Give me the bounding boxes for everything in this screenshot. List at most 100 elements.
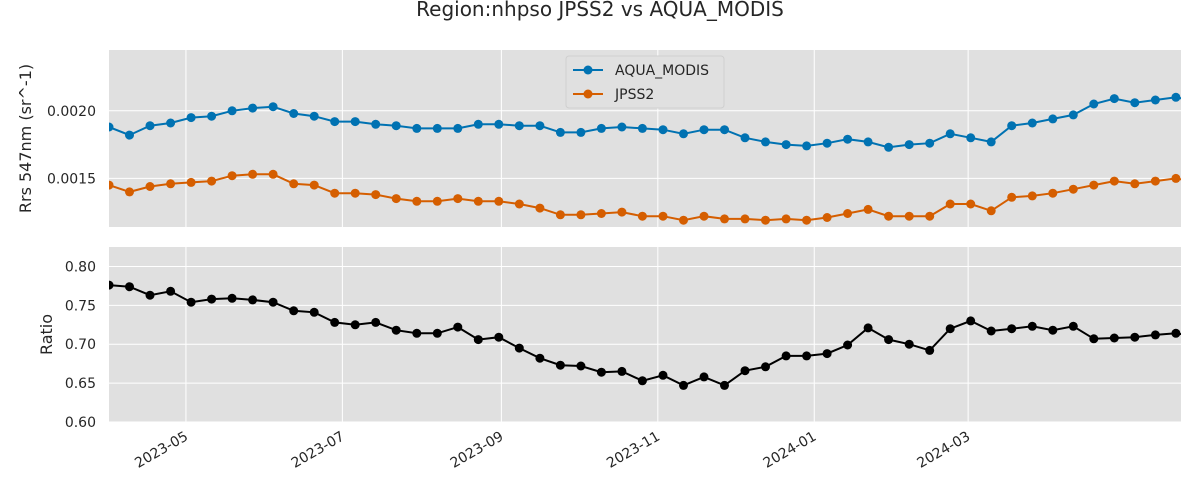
ratio-point (637, 376, 647, 386)
aqua-modis-point (514, 121, 524, 131)
jpss2-point (453, 194, 463, 204)
ratio-point (576, 361, 586, 371)
jpss2-point (289, 179, 299, 189)
ratio-point (863, 323, 873, 333)
aqua-modis-point (966, 133, 976, 143)
aqua-modis-point (109, 122, 114, 132)
legend-marker-jpss2 (583, 89, 593, 99)
ratio-point (1027, 321, 1037, 331)
aqua-modis-point (1007, 121, 1017, 131)
aqua-modis-point (350, 117, 360, 127)
aqua-modis-point (679, 129, 688, 139)
ratio-point (699, 372, 709, 382)
jpss2-point (822, 213, 832, 222)
aqua-modis-point (822, 138, 832, 148)
ratio-point (555, 360, 565, 370)
aqua-modis-point (1130, 98, 1140, 108)
ratio-point (494, 332, 504, 342)
jpss2-point (1027, 191, 1037, 201)
ratio-point (802, 351, 812, 361)
aqua-modis-point (432, 123, 442, 133)
ratio-point (207, 294, 217, 304)
top-y-axis-label: Rrs 547nm (sr^-1) (16, 64, 35, 213)
jpss2-point (1089, 180, 1099, 190)
jpss2-point (1150, 176, 1160, 186)
jpss2-point (268, 169, 278, 179)
aqua-modis-point (617, 122, 627, 132)
aqua-modis-point (576, 127, 586, 137)
ratio-point (412, 328, 422, 338)
ratio-point (761, 362, 770, 372)
aqua-modis-point (207, 111, 217, 121)
ratio-point (109, 280, 114, 290)
ratio-point (432, 328, 442, 338)
ratio-point (1048, 325, 1058, 335)
aqua-modis-point (658, 125, 668, 135)
ratio-point (268, 297, 278, 307)
ratio-point (1150, 330, 1160, 340)
aqua-modis-point (863, 137, 873, 147)
jpss2-point (863, 204, 873, 214)
jpss2-point (596, 209, 606, 218)
aqua-modis-point (1089, 99, 1099, 109)
jpss2-point (904, 211, 914, 221)
jpss2-point (186, 177, 196, 187)
jpss2-point (391, 194, 401, 204)
ratio-point (596, 367, 606, 377)
bottom-plot-background (109, 247, 1181, 422)
jpss2-point (925, 211, 935, 221)
aqua-modis-point (309, 111, 319, 121)
ratio-point (350, 320, 360, 330)
aqua-modis-point (453, 123, 463, 133)
aqua-modis-point (1150, 95, 1160, 105)
ratio-point (330, 317, 340, 327)
aqua-modis-point (412, 123, 422, 133)
jpss2-point (1130, 179, 1140, 189)
jpss2-point (1171, 173, 1181, 183)
ratio-point (1130, 332, 1140, 342)
jpss2-point (679, 215, 688, 225)
aqua-modis-point (289, 109, 299, 118)
ratio-point (186, 297, 196, 307)
bottom-ytick-label: 0.75 (65, 298, 96, 314)
jpss2-point (207, 176, 217, 186)
aqua-modis-point (555, 127, 565, 137)
jpss2-point (109, 180, 114, 190)
ratio-point (740, 366, 750, 376)
aqua-modis-point (1068, 110, 1078, 120)
xtick-label: 2024-01 (761, 429, 820, 472)
ratio-point (535, 353, 545, 363)
jpss2-point (248, 169, 258, 179)
aqua-modis-point (391, 121, 401, 131)
aqua-modis-point (720, 125, 729, 135)
jpss2-point (371, 190, 381, 200)
xtick-label: 2024-03 (914, 429, 973, 472)
aqua-modis-point (843, 134, 853, 144)
jpss2-point (802, 215, 812, 225)
ratio-point (822, 349, 832, 359)
ratio-point (1007, 324, 1017, 334)
jpss2-point (432, 196, 442, 206)
xtick-label: 2023-05 (132, 429, 191, 472)
jpss2-point (658, 211, 668, 221)
jpss2-point (166, 179, 176, 189)
ratio-point (145, 290, 155, 300)
ratio-point (514, 343, 524, 353)
ratio-point (720, 380, 729, 390)
xtick-label: 2023-09 (448, 429, 507, 472)
ratio-point (309, 307, 319, 317)
ratio-point (617, 366, 627, 376)
aqua-modis-point (371, 119, 381, 129)
ratio-point (1089, 334, 1099, 344)
ratio-point (679, 380, 688, 390)
legend: AQUA_MODIS JPSS2 (565, 55, 725, 109)
aqua-modis-point (761, 137, 770, 147)
aqua-modis-point (781, 140, 791, 150)
jpss2-point (945, 199, 955, 209)
jpss2-point (350, 188, 360, 198)
aqua-modis-point (740, 133, 750, 143)
legend-box (565, 55, 725, 109)
bottom-ytick-label: 0.60 (65, 415, 96, 431)
jpss2-point (514, 199, 524, 209)
jpss2-point (1048, 188, 1058, 198)
